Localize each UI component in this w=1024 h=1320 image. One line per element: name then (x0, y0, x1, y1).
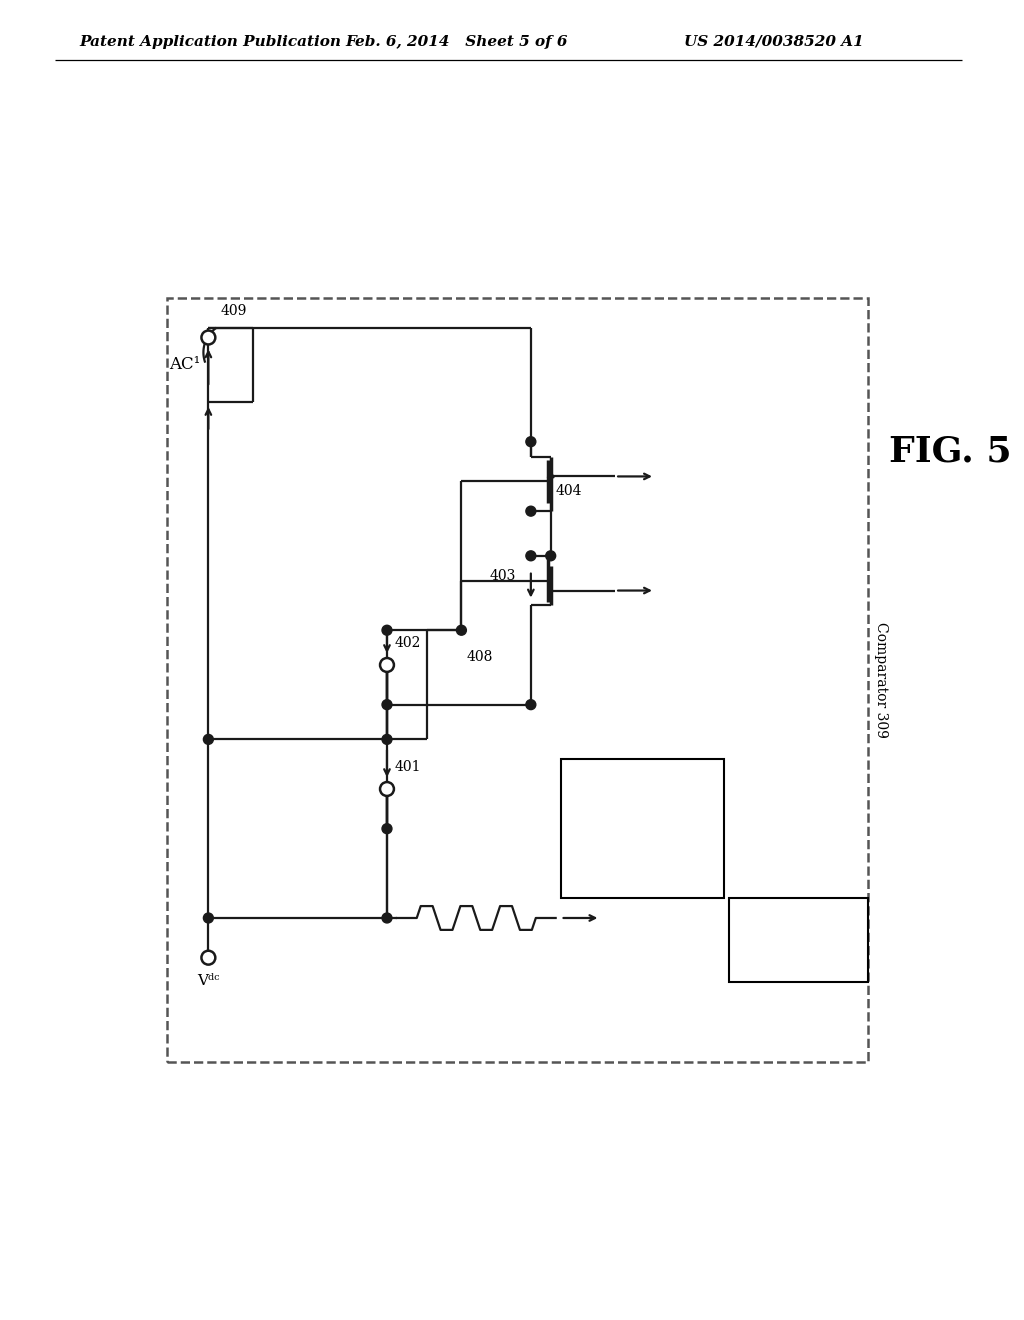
Circle shape (382, 700, 392, 710)
Text: AC¹: AC¹ (169, 356, 201, 374)
Text: 402: 402 (395, 636, 421, 649)
Circle shape (546, 550, 556, 561)
Text: Comparator 309: Comparator 309 (874, 622, 888, 738)
Circle shape (202, 950, 215, 965)
Circle shape (382, 824, 392, 834)
Text: Inverter Chain or
amplifier stages
407: Inverter Chain or amplifier stages 407 (587, 808, 697, 850)
Circle shape (380, 657, 394, 672)
Text: 404: 404 (556, 484, 583, 499)
Text: 408: 408 (466, 649, 493, 664)
Text: 403: 403 (489, 569, 516, 582)
Circle shape (526, 437, 536, 446)
Text: US 2014/0038520 A1: US 2014/0038520 A1 (683, 34, 863, 49)
Circle shape (526, 700, 536, 710)
Text: Vᵈᶜ: Vᵈᶜ (198, 974, 219, 987)
Bar (729, 898, 868, 982)
Circle shape (382, 734, 392, 744)
Text: FIG. 5: FIG. 5 (889, 434, 1012, 469)
Circle shape (204, 734, 213, 744)
Bar (560, 759, 724, 898)
Text: 401: 401 (395, 760, 422, 774)
Text: Patent Application Publication: Patent Application Publication (80, 34, 341, 49)
Circle shape (457, 626, 466, 635)
Circle shape (526, 506, 536, 516)
Circle shape (526, 550, 536, 561)
Circle shape (202, 330, 215, 345)
Circle shape (380, 781, 394, 796)
Circle shape (382, 626, 392, 635)
Circle shape (382, 913, 392, 923)
Text: 409: 409 (220, 304, 247, 318)
Bar (167, 298, 868, 1061)
Text: Feb. 6, 2014   Sheet 5 of 6: Feb. 6, 2014 Sheet 5 of 6 (345, 34, 567, 49)
Text: Switch 307: Switch 307 (757, 933, 841, 948)
Circle shape (204, 913, 213, 923)
